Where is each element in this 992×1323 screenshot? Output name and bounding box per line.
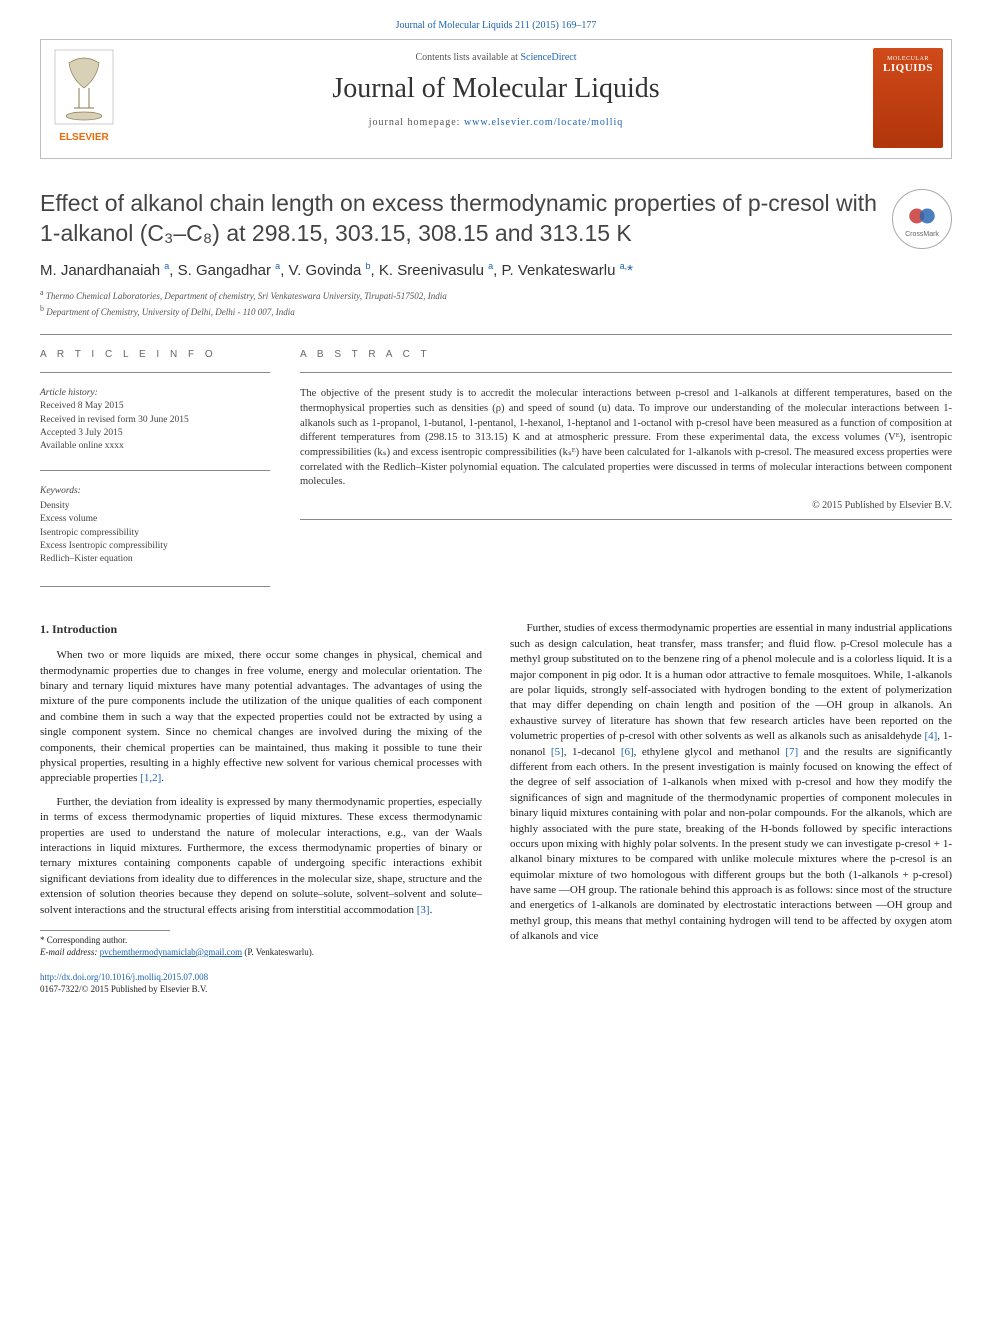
- body-p2-end: .: [430, 904, 433, 916]
- history-label: Article history:: [40, 387, 270, 400]
- issn-line: 0167-7322/© 2015 Published by Elsevier B…: [40, 984, 952, 996]
- sciencedirect-link[interactable]: ScienceDirect: [520, 52, 576, 63]
- crossmark-badge[interactable]: CrossMark: [892, 189, 952, 249]
- doi-link[interactable]: http://dx.doi.org/10.1016/j.molliq.2015.…: [40, 972, 208, 982]
- body-p3a: Further, studies of excess thermodynamic…: [510, 622, 952, 742]
- body-p2: Further, the deviation from ideality is …: [40, 795, 482, 918]
- keyword: Excess Isentropic compressibility: [40, 540, 270, 553]
- ref-7[interactable]: [7]: [785, 746, 798, 758]
- history-accepted: Accepted 3 July 2015: [40, 427, 270, 440]
- ref-5[interactable]: [5]: [551, 746, 564, 758]
- separator-abstract-bottom: [300, 519, 952, 520]
- affiliation-b: Department of Chemistry, University of D…: [46, 307, 295, 317]
- corresponding-author: * Corresponding author.: [40, 935, 482, 947]
- email-label: E-mail address:: [40, 947, 100, 957]
- body-p3e: and the results are significantly differ…: [510, 746, 952, 943]
- contents-line: Contents lists available at ScienceDirec…: [141, 52, 851, 63]
- top-citation: Journal of Molecular Liquids 211 (2015) …: [40, 20, 952, 31]
- cover-bottom-label: LIQUIDS: [875, 62, 941, 74]
- history-online: Available online xxxx: [40, 440, 270, 453]
- email-suffix: (P. Venkateswarlu).: [242, 947, 314, 957]
- keyword: Isentropic compressibility: [40, 527, 270, 540]
- crossmark-label: CrossMark: [905, 231, 939, 238]
- abstract-text: The objective of the present study is to…: [300, 387, 952, 490]
- elsevier-logo: ELSEVIER: [49, 48, 119, 148]
- history-revised: Received in revised form 30 June 2015: [40, 414, 270, 427]
- ref-1-2[interactable]: [1,2]: [140, 772, 161, 784]
- homepage-link[interactable]: www.elsevier.com/locate/molliq: [464, 117, 623, 128]
- body-p1-text: When two or more liquids are mixed, ther…: [40, 649, 482, 784]
- article-info-label: A R T I C L E I N F O: [40, 349, 270, 360]
- article-title: Effect of alkanol chain length on excess…: [40, 189, 880, 249]
- history-block: Article history: Received 8 May 2015 Rec…: [40, 387, 270, 453]
- crossmark-icon: [907, 201, 937, 231]
- intro-heading: 1. Introduction: [40, 621, 482, 638]
- separator-abstract: [300, 372, 952, 373]
- body-p3d: , ethylene glycol and methanol: [634, 746, 786, 758]
- body-columns: 1. Introduction When two or more liquids…: [40, 621, 952, 958]
- keywords-label: Keywords:: [40, 485, 270, 498]
- svg-text:ELSEVIER: ELSEVIER: [59, 132, 109, 143]
- body-p2-text: Further, the deviation from ideality is …: [40, 796, 482, 916]
- ref-4[interactable]: [4]: [924, 730, 937, 742]
- authors-line: M. Janardhanaiah a, S. Gangadhar a, V. G…: [40, 261, 952, 279]
- body-p1-end: .: [161, 772, 164, 784]
- abstract-label: A B S T R A C T: [300, 349, 952, 360]
- affiliation-a: Thermo Chemical Laboratories, Department…: [46, 291, 447, 301]
- separator-info: [40, 372, 270, 373]
- keyword: Redlich–Kister equation: [40, 553, 270, 566]
- keyword: Excess volume: [40, 513, 270, 526]
- header-box: ELSEVIER MOLECULAR LIQUIDS Contents list…: [40, 39, 952, 159]
- ref-6[interactable]: [6]: [621, 746, 634, 758]
- separator-meta-bottom: [40, 586, 270, 587]
- journal-cover-thumbnail: MOLECULAR LIQUIDS: [873, 48, 943, 148]
- separator-keywords: [40, 470, 270, 471]
- footnote-block: * Corresponding author. E-mail address: …: [40, 935, 482, 958]
- contents-prefix: Contents lists available at: [415, 52, 520, 63]
- corr-author-email[interactable]: pvchemthermodynamiclab@gmail.com: [100, 947, 243, 957]
- separator-top: [40, 334, 952, 335]
- body-p3c: , 1-decanol: [564, 746, 621, 758]
- footnote-separator: [40, 930, 170, 931]
- keywords-block: Keywords: Density Excess volume Isentrop…: [40, 485, 270, 567]
- journal-name: Journal of Molecular Liquids: [141, 73, 851, 105]
- ref-3[interactable]: [3]: [417, 904, 430, 916]
- abstract-copyright: © 2015 Published by Elsevier B.V.: [300, 500, 952, 511]
- homepage-line: journal homepage: www.elsevier.com/locat…: [141, 117, 851, 128]
- history-received: Received 8 May 2015: [40, 400, 270, 413]
- affiliations-block: a Thermo Chemical Laboratories, Departme…: [40, 287, 952, 318]
- homepage-prefix: journal homepage:: [369, 117, 464, 128]
- bottom-block: http://dx.doi.org/10.1016/j.molliq.2015.…: [40, 972, 952, 995]
- body-p1: When two or more liquids are mixed, ther…: [40, 648, 482, 787]
- body-p3: Further, studies of excess thermodynamic…: [510, 621, 952, 944]
- keyword: Density: [40, 500, 270, 513]
